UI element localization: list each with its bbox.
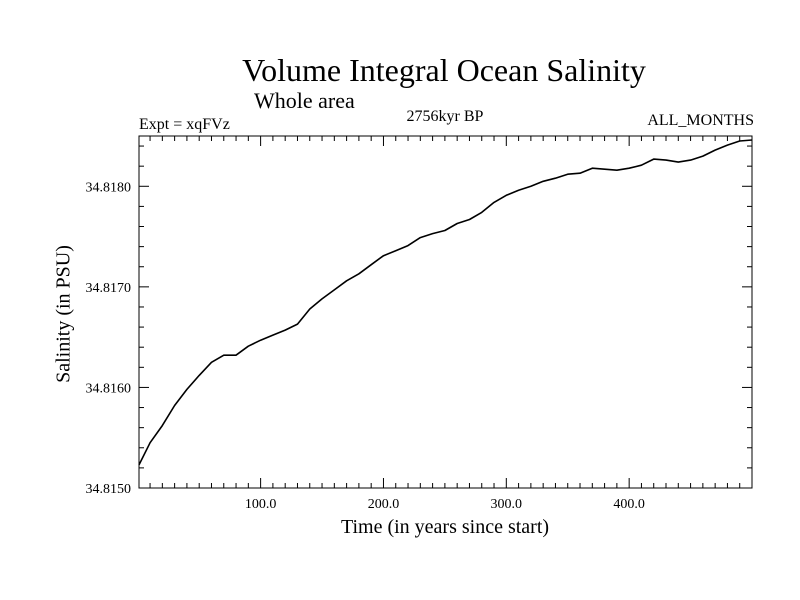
plot-frame [138,135,753,489]
period-label: 2756kyr BP [406,108,484,125]
x-axis-label: Time (in years since start) [340,516,550,538]
y-tick-label: 34.8160 [86,381,132,396]
y-tick-label: 34.8170 [86,281,132,296]
x-tick-label: 200.0 [368,497,400,512]
chart-subtitle: Whole area [254,88,355,113]
x-tick-label: 300.0 [491,497,523,512]
months-label: ALL_MONTHS [647,112,754,129]
x-tick-label: 100.0 [245,497,277,512]
experiment-label: Expt = xqFVz [139,116,230,133]
series-line [138,139,753,466]
y-tick-label: 34.8150 [86,482,132,497]
y-tick-label: 34.8180 [86,180,132,195]
x-tick-label: 400.0 [613,497,645,512]
chart-title: Volume Integral Ocean Salinity [242,52,646,88]
